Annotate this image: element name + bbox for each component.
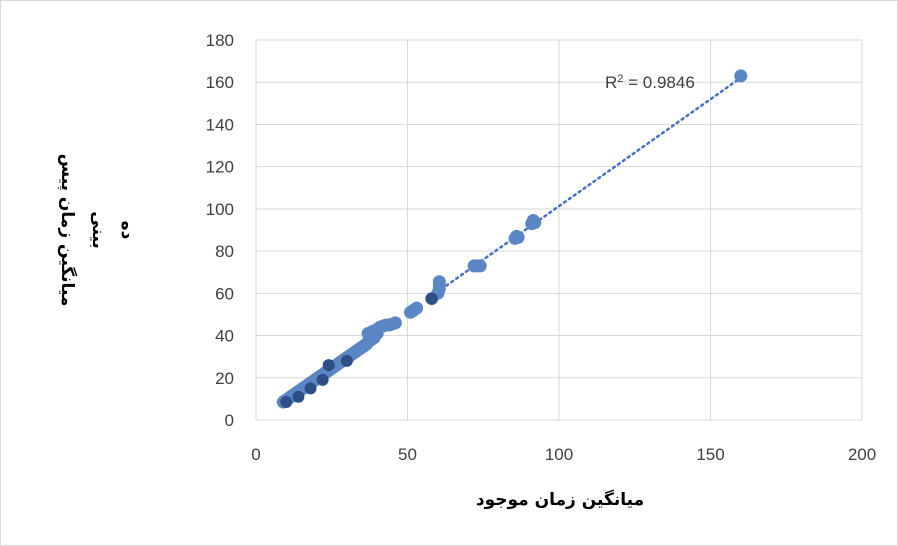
data-points <box>276 69 748 409</box>
data-point <box>473 259 487 273</box>
trendline <box>430 76 743 298</box>
data-point <box>410 301 424 315</box>
tick-labels: 0 20 40 60 80 100 120 140 160 180 0 50 100 150 200 <box>206 31 877 464</box>
data-point <box>528 216 542 230</box>
y-tick-label: 120 <box>206 158 234 177</box>
x-tick-label: 150 <box>696 445 724 464</box>
y-tick-label: 100 <box>206 200 234 219</box>
data-point <box>432 275 446 289</box>
data-point <box>734 69 748 83</box>
data-point <box>511 230 525 244</box>
data-point-dark <box>322 359 335 372</box>
y-tick-label: 60 <box>215 284 234 303</box>
y-tick-label: 40 <box>215 327 234 346</box>
x-axis-title: میانگین زمان موجود <box>476 489 644 510</box>
y-tick-label: 160 <box>206 73 234 92</box>
r-squared-label: R2 = 0.9846 <box>605 73 695 92</box>
y-axis-title-line-3: ده <box>117 221 137 240</box>
x-tick-label: 50 <box>398 445 417 464</box>
gridlines <box>255 39 863 421</box>
r-squared-symbol: R <box>605 73 617 92</box>
r-squared-exponent: 2 <box>617 73 623 85</box>
y-tick-label: 140 <box>206 115 234 134</box>
y-tick-label: 80 <box>215 242 234 261</box>
y-axis-title-line-2: بینی <box>88 211 108 248</box>
x-tick-label: 100 <box>545 445 573 464</box>
y-tick-label: 20 <box>215 369 234 388</box>
r-squared-value: = 0.9846 <box>623 73 694 92</box>
data-point-dark <box>280 396 293 409</box>
data-point-dark <box>340 354 353 367</box>
data-point-dark <box>304 382 317 395</box>
y-tick-label: 180 <box>206 31 234 50</box>
y-axis-title: میانگین زمان پیس بینی ده <box>57 154 137 307</box>
y-axis-title-line-1: میانگین زمان پیس <box>57 154 78 307</box>
data-point-dark <box>316 373 329 386</box>
data-point-dark <box>425 292 438 305</box>
x-tick-label: 200 <box>848 445 876 464</box>
data-point-dark <box>292 390 305 403</box>
x-tick-label: 0 <box>251 445 260 464</box>
y-tick-label: 0 <box>225 411 234 430</box>
trendline-group <box>430 76 743 298</box>
data-point <box>388 316 402 330</box>
